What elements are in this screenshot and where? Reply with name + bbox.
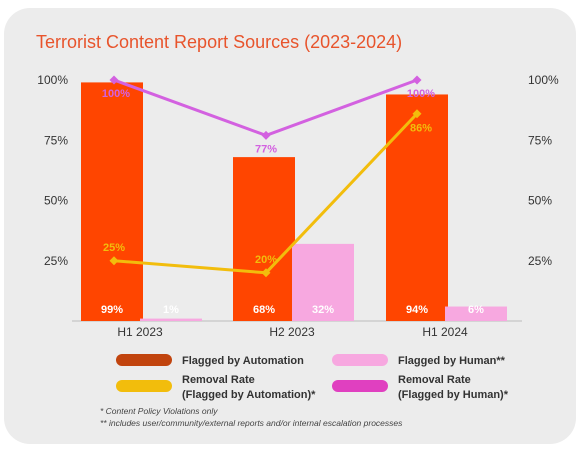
- x-tick-label: H1 2023: [117, 325, 163, 339]
- bar-human: [445, 306, 507, 321]
- legend-label: Removal Rate: [398, 374, 471, 386]
- line-data-label: 25%: [103, 242, 125, 254]
- legend-swatch: [332, 354, 388, 366]
- line-data-label: 100%: [407, 88, 435, 100]
- line-data-label: 20%: [255, 254, 277, 266]
- y-tick-label-right: 100%: [528, 73, 559, 87]
- y-tick-label-left: 25%: [44, 254, 68, 268]
- y-tick-label-left: 50%: [44, 194, 68, 208]
- line-data-label: 86%: [410, 123, 432, 135]
- line-point-marker: [412, 109, 422, 119]
- y-tick-label-right: 50%: [528, 194, 552, 208]
- chart-title: Terrorist Content Report Sources (2023-2…: [36, 32, 402, 52]
- bar-automation: [233, 157, 295, 321]
- line-removal-human: [113, 78, 418, 137]
- bar-data-label: 1%: [163, 304, 179, 316]
- legend-swatch: [116, 380, 172, 392]
- bar-automation: [386, 94, 448, 322]
- footnote: ** includes user/community/external repo…: [100, 418, 403, 428]
- line-data-label: 77%: [255, 143, 277, 155]
- legend-label-line2: (Flagged by Human)*: [398, 389, 509, 401]
- y-tick-label-left: 100%: [37, 73, 68, 87]
- legend-swatch: [116, 354, 172, 366]
- legend-label: Flagged by Automation: [182, 355, 304, 367]
- legend-label: Flagged by Human**: [398, 355, 506, 367]
- bar-data-label: 6%: [468, 304, 484, 316]
- line-point-marker: [261, 268, 271, 278]
- bar-human: [292, 243, 354, 321]
- bar-data-label: 99%: [101, 304, 123, 316]
- bar-data-label: 68%: [253, 304, 275, 316]
- y-tick-label-right: 75%: [528, 133, 552, 147]
- bar-data-label: 94%: [406, 304, 428, 316]
- bar-human: [140, 318, 202, 321]
- line-point-marker: [261, 130, 271, 140]
- footnote: * Content Policy Violations only: [100, 406, 218, 416]
- line-point-marker: [109, 75, 119, 85]
- line-point-marker: [109, 256, 119, 266]
- x-tick-label: H1 2024: [422, 325, 468, 339]
- y-tick-label-left: 75%: [44, 133, 68, 147]
- line-data-label: 100%: [102, 88, 130, 100]
- bar-automation: [81, 82, 143, 321]
- bar-data-label: 32%: [312, 304, 334, 316]
- legend-label-line2: (Flagged by Automation)*: [182, 389, 316, 401]
- legend-swatch: [332, 380, 388, 392]
- legend-label: Removal Rate: [182, 374, 255, 386]
- y-tick-label-right: 25%: [528, 254, 552, 268]
- line-point-marker: [412, 75, 422, 85]
- x-tick-label: H2 2023: [269, 325, 315, 339]
